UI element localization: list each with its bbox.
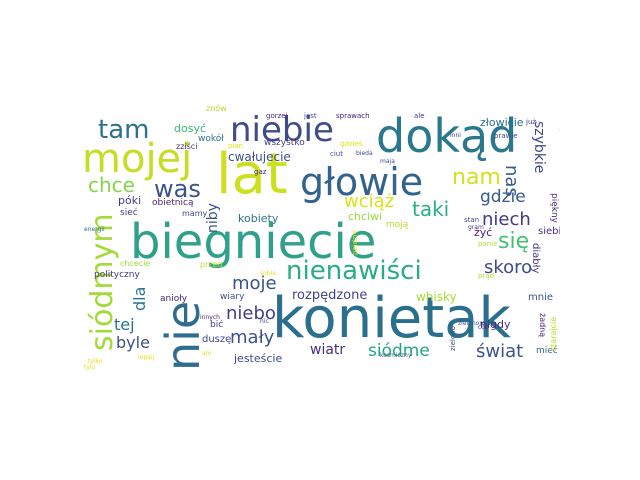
word-nam: nam	[452, 165, 501, 190]
word-siec: sieć	[120, 208, 138, 218]
word-gram: gram	[468, 224, 484, 231]
word-lepiej: lepiej	[138, 354, 155, 361]
word-zielono: zielono	[449, 326, 457, 351]
word-chce: chce	[88, 173, 135, 197]
word-dosyc: dosyć	[174, 122, 207, 135]
word-inni: inni	[450, 132, 461, 139]
word-innych: innych	[200, 314, 220, 321]
word-niebie: niebie	[230, 110, 334, 150]
word-jest: jest	[304, 112, 317, 120]
word-miec: mieć	[536, 346, 558, 356]
word-jestescie: jesteście	[234, 352, 283, 365]
word-poki: póki	[118, 194, 142, 207]
word-maly: mały	[230, 327, 275, 348]
word-dla: dla	[130, 286, 149, 311]
word-bic: bić	[210, 320, 224, 330]
word-juz: już	[526, 118, 537, 126]
word-nigdy: nigdy	[480, 318, 511, 331]
word-moje: moje	[232, 273, 277, 294]
word-pojdzie: pójdzie	[351, 229, 359, 255]
word-lat: lat	[216, 142, 288, 207]
word-skoro: skoro	[484, 257, 533, 278]
word-sie: się	[498, 229, 530, 254]
word-ciut: ciut	[330, 150, 343, 158]
word-wciaz: wciąż	[344, 191, 395, 212]
word-piekny: piękny	[549, 193, 559, 223]
word-sobie: sobie	[260, 270, 276, 277]
word-wokol: wokół	[198, 134, 224, 144]
word-gdzies: gdzieś	[340, 140, 363, 148]
word-nas: nas	[501, 165, 522, 197]
word-maja: mają	[380, 158, 395, 165]
word-wymarzone: wymarzone	[559, 123, 560, 164]
word-biegniecie: biegniecie	[130, 214, 377, 270]
word-kosmiczny: kosmiczny	[380, 352, 412, 359]
word-siodme: siódme	[368, 341, 430, 361]
word-starajcie: starajcie	[549, 316, 558, 351]
word-siebie: siebie	[538, 226, 560, 237]
word-niebo: niebo	[226, 303, 276, 324]
word-polityczny: polityczny	[94, 270, 140, 280]
word-ani: ani	[202, 350, 212, 357]
word-cwalujecie: cwałujecie	[228, 150, 291, 164]
word-znow: znów	[206, 104, 227, 113]
word-tylko: tylko	[88, 358, 103, 365]
word-wiary: wiary	[220, 292, 245, 302]
word-zadna: żadną	[538, 313, 547, 338]
word-plan: plan	[228, 142, 244, 150]
word-diably: diabły	[530, 243, 541, 274]
word-przed: przed	[200, 260, 223, 269]
word-swiat: świat	[476, 341, 524, 362]
word-mnie: mnie	[528, 292, 554, 303]
word-bieda: bieda	[356, 150, 373, 157]
word-sprawach: sprawach	[336, 112, 370, 120]
word-coz: cóż	[478, 324, 489, 331]
word-kobiety: kobiety	[238, 212, 279, 225]
word-wiatr: wiatr	[310, 342, 346, 358]
word-prad: prąd	[478, 272, 495, 280]
word-tylu: tylu	[84, 364, 96, 371]
word-nie: nie	[156, 300, 210, 371]
word-was: was	[154, 175, 201, 203]
word-gaz: gaz	[254, 168, 267, 176]
word-szybkie: szybkie	[531, 121, 547, 174]
word-obietnica: obietnicą	[152, 198, 194, 208]
word-nic: nic	[260, 318, 269, 325]
word-stan: stan	[464, 216, 480, 224]
word-gdzie: gdzie	[480, 187, 526, 207]
word-chcecie: chcecie	[120, 259, 151, 268]
word-zyc: żyć	[474, 226, 493, 239]
word-dokad: dokąd	[376, 109, 518, 163]
word-niech: niech	[482, 209, 531, 230]
word-zzisci: zziści	[176, 142, 198, 151]
word-glowie: głowie	[300, 160, 424, 204]
word-nienawisci: nienawiści	[286, 256, 422, 286]
word-mamy: mamy	[182, 209, 208, 218]
word-dusze: duszę	[202, 334, 232, 345]
word-whisky: whisky	[416, 290, 457, 304]
word-anioly: anioły	[160, 294, 188, 304]
word-tej: tej	[114, 315, 135, 334]
word-zielonomia: zielonomia	[458, 320, 491, 327]
word-ale: ale	[414, 112, 425, 120]
word-byle: byle	[116, 333, 150, 352]
word-mojej: mojej	[82, 136, 193, 182]
word-wszystko: wszystko	[264, 138, 305, 148]
word-cloud: biegniecie konietak lat dokąd mojej nie …	[80, 103, 560, 377]
word-zlowicie: złowicie	[480, 116, 524, 129]
word-prawie: prawie	[494, 132, 518, 140]
word-chciwi: chciwi	[348, 210, 383, 223]
word-panie: panie	[478, 240, 498, 248]
word-moja: moją	[386, 220, 409, 230]
word-tam: tam	[98, 115, 150, 145]
word-rozpedzone: rozpędzone	[292, 288, 368, 303]
word-konietak: konietak	[272, 286, 511, 351]
word-taki: taki	[412, 197, 450, 221]
word-niby: niby	[205, 203, 221, 233]
word-energii: energii	[84, 226, 105, 233]
word-gorzej: gorzej	[266, 112, 288, 120]
